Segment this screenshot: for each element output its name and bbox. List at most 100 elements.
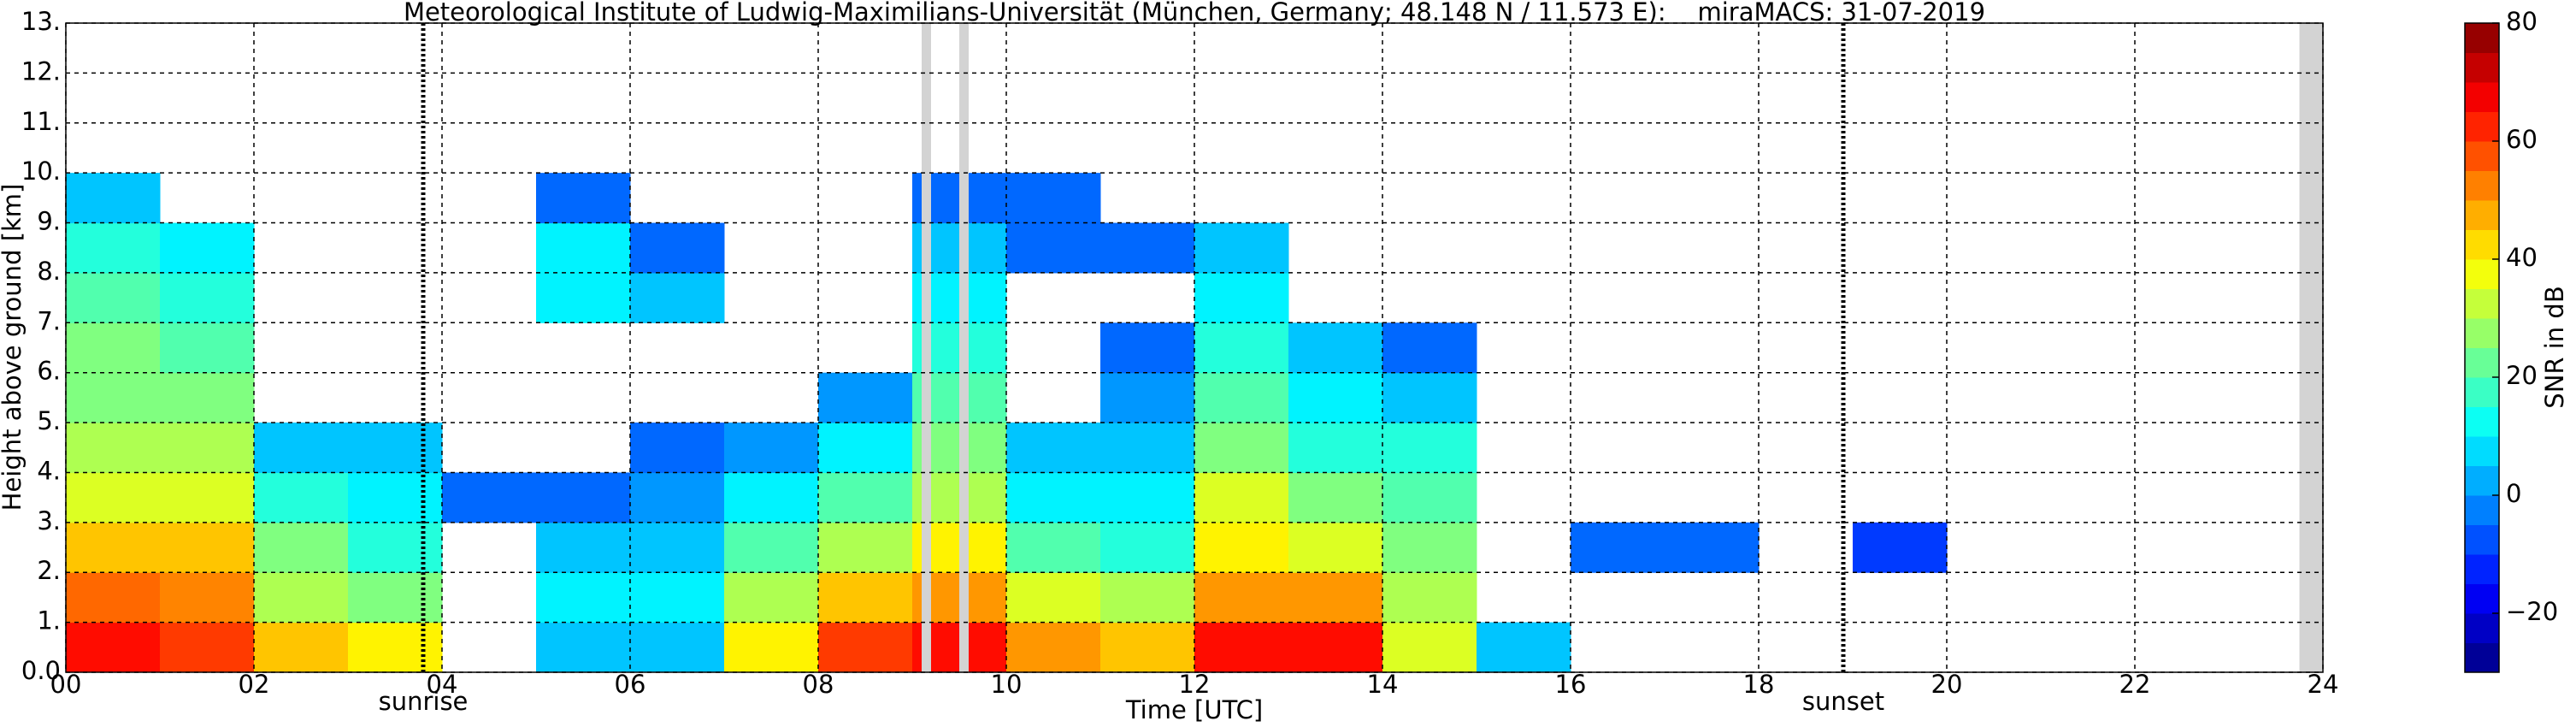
heatmap-cell <box>1288 472 1383 523</box>
y-tick-label: 0.0 <box>21 656 61 685</box>
heatmap-cell <box>1288 322 1383 374</box>
heatmap-cell <box>442 472 537 523</box>
heatmap-cell <box>536 222 631 274</box>
heatmap-cell <box>66 322 161 374</box>
heatmap-cell <box>1477 622 1571 673</box>
data-gap <box>2299 23 2323 672</box>
heatmap-cell <box>1006 423 1101 473</box>
heatmap-cell <box>66 222 161 274</box>
heatmap-cell <box>1006 173 1101 224</box>
heatmap-cell <box>66 572 161 624</box>
y-tick-label: 8. <box>37 257 61 286</box>
heatmap-cell <box>348 572 443 624</box>
heatmap-cell <box>160 222 255 274</box>
heatmap-cell <box>1382 622 1477 673</box>
x-tick-label: 16 <box>1555 670 1587 699</box>
y-tick-label: 4. <box>37 456 61 485</box>
colorbar-step <box>2465 613 2499 643</box>
heatmap-cell <box>1006 622 1101 673</box>
heatmap-cell <box>254 572 349 624</box>
heatmap-cell <box>1382 372 1477 423</box>
heatmap-cell <box>1100 372 1195 423</box>
heatmap-cell <box>1382 472 1477 523</box>
x-tick-label: 10 <box>991 670 1023 699</box>
colorbar-step <box>2465 141 2499 171</box>
heatmap-cell <box>724 522 819 573</box>
colorbar-step <box>2465 583 2499 614</box>
colorbar-step <box>2465 111 2499 142</box>
heatmap-cell <box>66 372 161 423</box>
heatmap-cell <box>1288 622 1383 673</box>
x-tick-label: 20 <box>1931 670 1963 699</box>
heatmap-cell <box>160 572 255 624</box>
heatmap-cell <box>536 572 631 624</box>
heatmap-cell <box>1100 622 1195 673</box>
heatmap-cell <box>818 472 913 523</box>
heatmap-cell <box>254 423 349 473</box>
y-tick-label: 2. <box>37 556 61 585</box>
heatmap-cell <box>630 472 725 523</box>
heatmap-cell <box>724 472 819 523</box>
colorbar-step <box>2465 465 2499 496</box>
annotation-label: sunrise <box>379 687 469 716</box>
heatmap-cell <box>348 622 443 673</box>
heatmap-cell <box>254 522 349 573</box>
colorbar-step <box>2465 288 2499 319</box>
x-tick-label: 22 <box>2119 670 2151 699</box>
heatmap-cell <box>536 272 631 323</box>
colorbar-tick-label: 60 <box>2506 125 2538 154</box>
colorbar-step <box>2465 259 2499 289</box>
heatmap-cell <box>536 522 631 573</box>
x-tick-label: 08 <box>803 670 834 699</box>
heatmap-cell <box>536 622 631 673</box>
data-gap <box>922 23 931 672</box>
heatmap-cell <box>630 572 725 624</box>
y-tick-label: 5. <box>37 406 61 435</box>
heatmap-cell <box>66 472 161 523</box>
heatmap-cell <box>1288 522 1383 573</box>
colorbar-step <box>2465 170 2499 201</box>
heatmap-cell <box>1006 472 1101 523</box>
heatmap-cell <box>1288 372 1383 423</box>
heatmap-cell <box>818 622 913 673</box>
heatmap-cell <box>1571 522 1665 573</box>
heatmap-cell <box>818 372 913 423</box>
heatmap-cell <box>818 522 913 573</box>
y-tick-label: 7. <box>37 306 61 335</box>
heatmap-cell <box>160 372 255 423</box>
heatmap-cell <box>1665 522 1760 573</box>
heatmap-cell <box>254 472 349 523</box>
colorbar-step <box>2465 200 2499 230</box>
heatmap-cell <box>630 522 725 573</box>
heatmap-cell <box>348 423 443 473</box>
heatmap-cell <box>818 423 913 473</box>
heatmap-cell <box>1194 622 1289 673</box>
x-tick-label: 14 <box>1367 670 1399 699</box>
colorbar-frame <box>2464 22 2500 673</box>
y-tick-label: 12. <box>21 56 61 86</box>
heatmap-cell <box>536 173 631 224</box>
y-tick-label: 1. <box>37 606 61 635</box>
heatmap-cell <box>1382 322 1477 374</box>
colorbar-step <box>2465 406 2499 437</box>
heatmap-cell <box>1194 423 1289 473</box>
heatmap-cell <box>724 423 819 473</box>
colorbar-step <box>2465 229 2499 260</box>
heatmap-cell <box>630 272 725 323</box>
heatmap-cell <box>818 572 913 624</box>
x-tick-label: 00 <box>50 670 82 699</box>
heatmap-cell <box>1006 522 1101 573</box>
heatmap-cell <box>1382 423 1477 473</box>
heatmap-cell <box>254 622 349 673</box>
heatmap-cell <box>66 173 161 224</box>
heatmap-cell <box>1194 472 1289 523</box>
colorbar-step <box>2465 554 2499 584</box>
heatmap-cell <box>1006 222 1101 274</box>
heatmap-cell <box>1288 572 1383 624</box>
heatmap-cell <box>1194 322 1289 374</box>
colorbar-step <box>2465 642 2499 673</box>
heatmap-cell <box>66 272 161 323</box>
heatmap-cell <box>1194 222 1289 274</box>
y-tick-label: 13. <box>21 7 61 36</box>
